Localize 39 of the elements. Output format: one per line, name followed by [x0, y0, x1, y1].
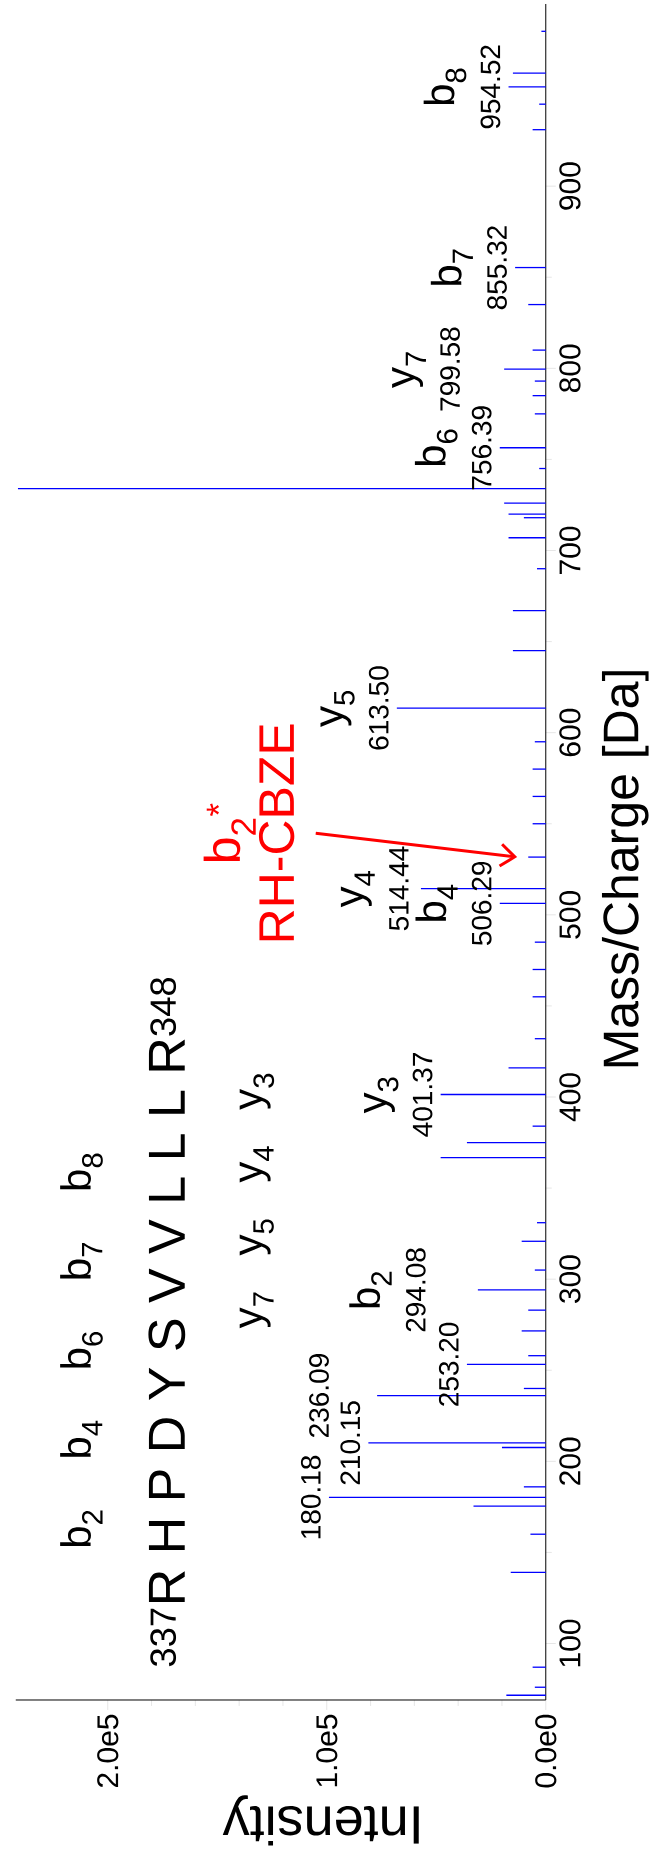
text: b$_{2}$ b$_{4}$ b$_{6}$ b$_{7}$ b$_{8}$ — [60, 1153, 103, 1547]
annotation: y$_{3}$ — [364, 1077, 399, 1114]
text: y$_{7}$ y$_{5}$ y$_{4}$ y$_{3}$ — [239, 1073, 275, 1329]
x-tick-label: 2.0e5 — [97, 1714, 119, 1788]
y-tick-label: 600 — [559, 708, 581, 757]
y-tick-label: 800 — [559, 344, 581, 393]
annotation: 613.50 — [368, 666, 389, 750]
y-tick-label: 300 — [559, 1255, 581, 1304]
y-tick-label: 400 — [559, 1073, 581, 1122]
annotation: 954.52 — [480, 45, 501, 129]
annotation: b$_{6}$ — [415, 429, 458, 466]
y-tick-label: 200 — [559, 1437, 581, 1485]
x-tick-label: 1.0e5 — [316, 1714, 338, 1787]
y-tick-label: 500 — [559, 890, 581, 939]
annotation: 401.37 — [412, 1053, 433, 1137]
annotation: 506.29 — [471, 861, 492, 946]
annotation: 514.44 — [389, 846, 409, 931]
annotation: 855.32 — [487, 226, 508, 310]
annotation: 756.39 — [471, 406, 492, 490]
y-axis-title: Mass/Charge [Da] — [602, 671, 649, 1067]
annotation: y$_{4}$ — [341, 870, 375, 908]
annotation: 799.58 — [440, 327, 461, 411]
annotation: 294.08 — [405, 1248, 426, 1332]
annotation: $^{337}$R H P D Y S V V L L L R$^{348}$ — [148, 977, 186, 1667]
y-tick-label: 700 — [559, 526, 581, 574]
y-tick-label: 900 — [559, 162, 581, 210]
annotation: b$_{2}$ — [349, 1271, 392, 1308]
annotation: b$_{4}$ — [415, 884, 458, 921]
annotation: 210.15 — [340, 1401, 361, 1485]
annotation: y$_{5}$ — [320, 690, 355, 727]
annotation: 236.09 — [309, 1354, 330, 1438]
annotation: 180.18 — [301, 1455, 321, 1539]
x-tick-label: 0.0e0 — [535, 1714, 557, 1788]
y-tick-label: 100 — [559, 1619, 581, 1667]
annotation: 253.20 — [439, 1322, 459, 1406]
annotation: b$_{7}$ — [430, 249, 474, 285]
annotation: b$_{8}$ — [423, 68, 467, 105]
x-axis-title: Intensity — [222, 1795, 419, 1846]
annotation: y$_{7}$ — [392, 352, 427, 388]
